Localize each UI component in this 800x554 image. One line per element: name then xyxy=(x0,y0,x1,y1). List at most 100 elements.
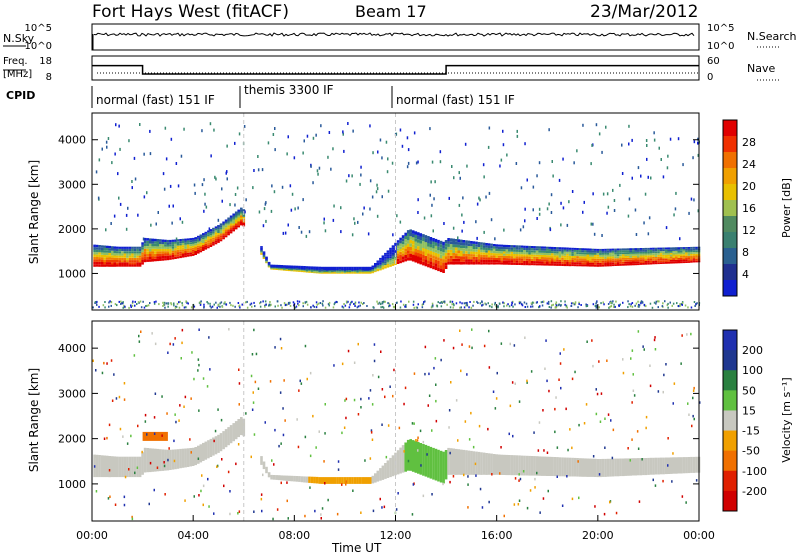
velocity-cell xyxy=(472,451,476,475)
power-cell xyxy=(419,233,423,237)
power-cell xyxy=(690,252,693,254)
power-speck xyxy=(526,178,528,182)
power-cell xyxy=(417,235,420,240)
power-cell xyxy=(490,252,493,256)
power-cell xyxy=(422,261,425,266)
power-cell xyxy=(551,246,554,249)
power-cell xyxy=(553,255,557,258)
velocity-speck xyxy=(611,456,614,460)
power-cell xyxy=(434,263,438,267)
power-cell xyxy=(538,252,541,255)
power-cell xyxy=(386,260,390,262)
colorbar-swatch xyxy=(723,248,737,265)
velocity-speck xyxy=(428,372,430,376)
power-cell xyxy=(323,269,326,270)
power-cell xyxy=(604,260,607,263)
velocity-cell xyxy=(609,458,612,477)
power-speck xyxy=(681,303,683,306)
power-cell xyxy=(143,256,147,260)
power-cell xyxy=(343,266,347,268)
power-speck xyxy=(134,300,136,303)
power-cell xyxy=(503,251,506,254)
velocity-speck xyxy=(403,402,405,406)
power-speck xyxy=(521,304,524,307)
power-speck xyxy=(105,228,107,232)
power-cell xyxy=(649,262,653,265)
power-cell xyxy=(535,252,539,255)
power-cell xyxy=(664,251,668,253)
power-cell xyxy=(682,248,686,251)
power-cell xyxy=(616,252,620,255)
power-cell xyxy=(227,221,230,224)
power-cell xyxy=(632,261,635,264)
power-speck xyxy=(274,305,276,308)
power-cell xyxy=(194,245,197,248)
power-cell xyxy=(680,252,683,255)
velocity-speck xyxy=(443,339,445,342)
velocity-cell xyxy=(553,457,557,477)
power-speck xyxy=(327,155,329,159)
power-speck xyxy=(602,192,605,196)
power-cell xyxy=(571,247,574,250)
power-cell xyxy=(363,267,367,269)
velocity-cell xyxy=(151,448,154,472)
velocity-speck xyxy=(653,338,656,342)
power-speck xyxy=(345,300,348,303)
power-cell xyxy=(649,257,653,259)
power-speck xyxy=(422,302,425,305)
power-cell xyxy=(224,219,228,222)
power-cell xyxy=(320,272,324,274)
power-cell xyxy=(310,268,314,270)
velocity-speck xyxy=(500,446,502,449)
power-cell xyxy=(305,270,309,272)
power-cell xyxy=(166,251,170,254)
power-cell xyxy=(290,266,294,268)
power-speck xyxy=(332,306,335,309)
power-cell xyxy=(229,223,233,226)
velocity-cell xyxy=(596,459,600,478)
power-cell xyxy=(323,272,326,274)
power-speck xyxy=(479,198,481,202)
power-cell xyxy=(336,272,339,274)
power-cell xyxy=(503,249,506,252)
power-cell xyxy=(303,271,306,273)
power-cell xyxy=(429,243,433,248)
power-cell xyxy=(126,260,129,263)
power-cell xyxy=(310,267,314,269)
power-cell xyxy=(295,265,299,267)
power-cell xyxy=(518,262,521,265)
power-speck xyxy=(671,304,673,307)
power-speck xyxy=(366,305,368,307)
velocity-speck xyxy=(261,509,263,513)
power-cell xyxy=(675,254,678,257)
velocity-speck xyxy=(257,387,260,390)
power-speck xyxy=(232,304,234,307)
power-cell xyxy=(293,269,296,271)
power-cell xyxy=(224,227,228,230)
power-speck xyxy=(226,177,228,181)
power-speck xyxy=(221,187,223,191)
power-cell xyxy=(315,272,319,274)
power-cell xyxy=(548,248,552,251)
power-cell xyxy=(424,235,428,239)
power-cell xyxy=(695,252,698,254)
power-cell xyxy=(262,253,266,255)
power-cell xyxy=(422,254,425,259)
velocity-speck xyxy=(416,439,419,442)
power-cell xyxy=(103,254,106,258)
power-cell xyxy=(280,265,283,266)
velocity-speck xyxy=(189,438,191,441)
power-speck xyxy=(377,150,379,154)
power-cell xyxy=(133,253,137,256)
power-speck xyxy=(431,302,434,305)
power-cell xyxy=(234,217,238,220)
velocity-cell xyxy=(497,454,501,475)
power-cell xyxy=(212,229,215,232)
power-speck xyxy=(265,303,267,306)
velocity-cell xyxy=(594,458,597,477)
power-speck xyxy=(591,143,593,147)
power-cell xyxy=(379,269,382,271)
power-cell xyxy=(535,261,539,264)
x-tick-label: 00:00 xyxy=(76,529,108,542)
